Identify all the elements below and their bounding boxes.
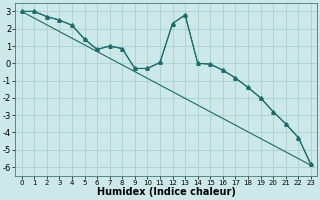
X-axis label: Humidex (Indice chaleur): Humidex (Indice chaleur) [97, 187, 236, 197]
